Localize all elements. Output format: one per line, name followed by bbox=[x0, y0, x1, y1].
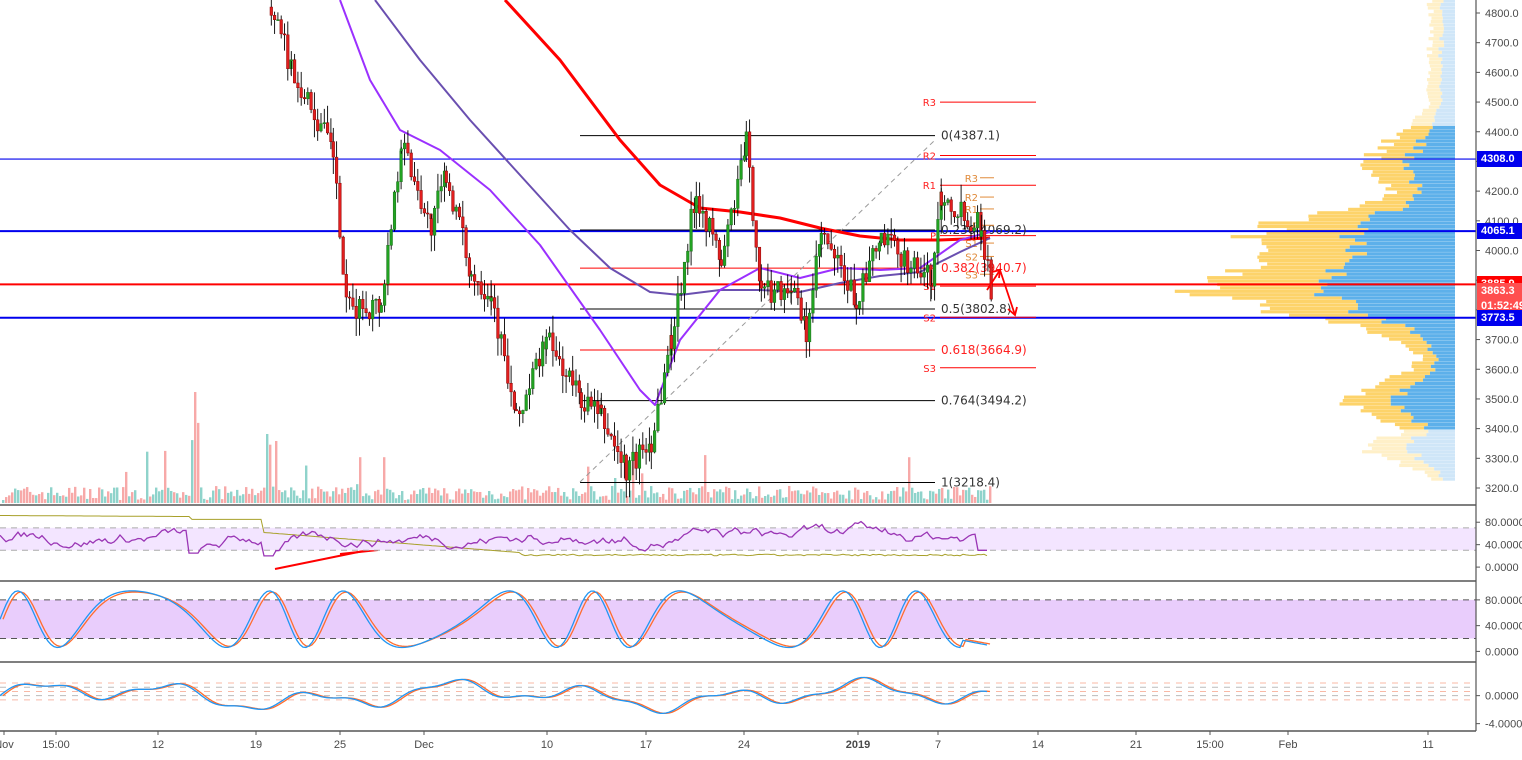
fib-level-label: 0.764(3494.2) bbox=[941, 394, 1027, 408]
pivot-label: S2 bbox=[923, 313, 936, 324]
panel-tick-label: 0.0000 bbox=[1485, 562, 1519, 574]
oscillator-panel: 0.0000 -4.0000 bbox=[0, 676, 1522, 731]
stochastic-panel: 80.0000 40.0000 0.0000 bbox=[0, 590, 1522, 658]
price-tick-label: 3500.0 bbox=[1485, 394, 1519, 406]
price-tick-label: 3300.0 bbox=[1485, 453, 1519, 465]
price-badge: 4308.0 bbox=[1477, 151, 1522, 168]
price-tick-label: 3600.0 bbox=[1485, 364, 1519, 376]
price-tick-label: 4400.0 bbox=[1485, 127, 1519, 139]
price-tick-label: 4000.0 bbox=[1485, 246, 1519, 258]
fib-level-label: 0(4387.1) bbox=[941, 129, 1000, 143]
weekly-pivot-label: R1 bbox=[965, 205, 978, 216]
candlesticks bbox=[269, 0, 993, 498]
volume-bars bbox=[2, 391, 992, 503]
fib-level-label: 0.236(4069.2) bbox=[941, 223, 1027, 237]
time-tick-label: 10 bbox=[541, 739, 553, 751]
time-tick-label: 19 bbox=[250, 739, 262, 751]
weekly-pivot-label: S2 bbox=[965, 252, 978, 263]
time-axis[interactable]: Nov 15:00 12 19 25 Dec 10 17 24 2019 7 14 21 15:00 Feb… bbox=[0, 731, 1434, 751]
volume-profile bbox=[1174, 0, 1455, 481]
fib-level-label: 0.5(3802.8) bbox=[941, 302, 1011, 316]
time-tick-label: 17 bbox=[640, 739, 652, 751]
time-tick-label: 21 bbox=[1130, 739, 1142, 751]
panel-tick-label: 40.0000 bbox=[1485, 540, 1522, 552]
time-tick-label: Dec bbox=[414, 739, 434, 751]
panel-tick-label: 80.0000 bbox=[1485, 517, 1522, 529]
weekly-pivot-label: S3 bbox=[965, 270, 978, 281]
weekly-pivot-label: R2 bbox=[965, 193, 978, 204]
pivot-label: S1 bbox=[923, 282, 936, 293]
horizontal-levels[interactable] bbox=[0, 158, 1476, 319]
time-tick-label: 7 bbox=[935, 739, 941, 751]
time-tick-label: 25 bbox=[334, 739, 346, 751]
drawing-annotations[interactable] bbox=[274, 267, 1018, 570]
panel-tick-label: -4.0000 bbox=[1485, 719, 1522, 731]
rsi-panel: 80.0000 40.0000 0.0000 bbox=[0, 515, 1522, 574]
price-tick-label: 4700.0 bbox=[1485, 38, 1519, 50]
price-tick-label: 3400.0 bbox=[1485, 424, 1519, 436]
panel-tick-label: 80.0000 bbox=[1485, 595, 1522, 607]
time-tick-label: 15:00 bbox=[1196, 739, 1224, 751]
time-tick-label: 14 bbox=[1032, 739, 1044, 751]
panel-tick-label: 0.0000 bbox=[1485, 691, 1519, 703]
pivot-label: S3 bbox=[923, 364, 936, 375]
pivot-label: R2 bbox=[923, 152, 936, 163]
fib-level-label: 0.382(3940.7) bbox=[941, 261, 1027, 275]
price-badge: 3773.5 bbox=[1477, 309, 1522, 326]
weekly-pivot-label: S1 bbox=[965, 239, 978, 250]
weekly-pivot-label: R3 bbox=[965, 174, 978, 185]
time-tick-label: 11 bbox=[1422, 739, 1433, 751]
panel-tick-label: 0.0000 bbox=[1485, 646, 1519, 658]
price-badge: 3863.3 bbox=[1477, 283, 1522, 300]
time-tick-label: 15:00 bbox=[42, 739, 70, 751]
price-tick-label: 3200.0 bbox=[1485, 483, 1519, 495]
time-tick-label: 2019 bbox=[846, 739, 870, 751]
pivot-label: R1 bbox=[923, 181, 936, 192]
time-tick-label: Feb bbox=[1279, 739, 1298, 751]
ma-200-line bbox=[503, 0, 991, 242]
divergence-line[interactable] bbox=[339, 549, 379, 555]
price-badge: 4065.1 bbox=[1477, 223, 1522, 240]
time-tick-label: 12 bbox=[152, 739, 164, 751]
time-tick-label: 24 bbox=[738, 739, 750, 751]
time-tick-label: Nov bbox=[0, 739, 14, 751]
weekly-pivot-label: P bbox=[972, 221, 978, 232]
pivot-label: R3 bbox=[923, 98, 936, 109]
price-tick-label: 4200.0 bbox=[1485, 186, 1519, 198]
fibonacci-retracement[interactable]: 0(4387.1) 0.236(4069.2) 0.382(3940.7) 0.5(3… bbox=[579, 129, 1027, 490]
price-tick-label: 4800.0 bbox=[1485, 8, 1519, 20]
price-tick-label: 4500.0 bbox=[1485, 97, 1519, 109]
fib-level-label: 0.618(3664.9) bbox=[941, 343, 1027, 357]
ma-100-line bbox=[374, 0, 991, 296]
price-tick-label: 3700.0 bbox=[1485, 335, 1519, 347]
panel-tick-label: 40.0000 bbox=[1485, 621, 1522, 633]
fib-level-label: 1(3218.4) bbox=[941, 476, 1000, 490]
pivot-label: P bbox=[930, 232, 936, 243]
indicator-panels: 80.0000 40.0000 0.0000 80.0000 40.0000 0.0000… bbox=[0, 504, 1522, 732]
price-tick-label: 4600.0 bbox=[1485, 67, 1519, 79]
